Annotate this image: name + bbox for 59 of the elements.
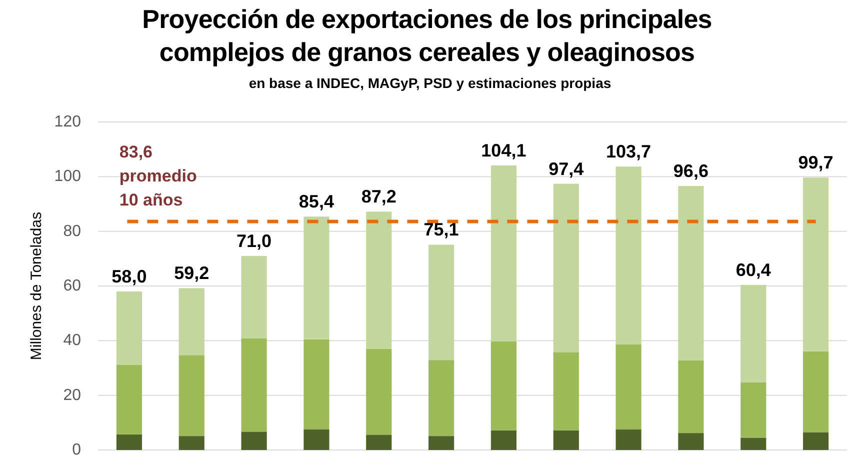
bar [740,284,766,382]
total-label: 75,1 [424,220,459,240]
y-axis-title: Millones de Toneladas [28,212,44,360]
total-label: 60,4 [736,260,771,280]
total-label: 58,0 [112,266,147,286]
chart-subtitle: en base a INDEC, MAGyP, PSD y estimaciones propias [248,75,612,91]
bar [178,288,204,356]
bar [553,184,579,352]
bar [366,348,392,435]
bar [366,212,392,349]
bar [178,355,204,436]
bar [241,338,267,432]
total-label: 85,4 [298,192,334,212]
y-tick-label: 120 [54,114,82,130]
bar [366,434,392,450]
chart-title: Proyección de exportaciones de los principales complejos de granos cereales y oleaginosos [142,4,712,67]
y-tick-label: 40 [63,332,82,350]
y-tick-label: 100 [54,168,82,186]
bar [490,165,517,342]
bar [490,430,517,450]
total-label: 103,7 [606,142,652,162]
bar [740,438,766,450]
bar [428,436,454,450]
bar [304,216,330,340]
bar [241,432,267,450]
bar [802,177,829,352]
total-label: 99,7 [798,152,834,172]
bar [428,360,454,436]
bar [678,360,704,434]
bar [178,436,204,450]
y-tick-label: 0 [72,442,82,458]
bar [428,244,454,360]
bar [490,341,517,430]
bar [616,166,642,344]
bar [116,291,142,365]
bar [304,339,330,430]
y-tick-label: 60 [63,278,82,294]
bar [678,186,704,360]
bar [116,434,142,450]
bar [616,344,642,430]
total-label: 96,6 [673,160,708,181]
total-label: 87,2 [361,186,396,207]
bar [802,351,829,432]
bar [678,433,704,450]
total-label: 71,0 [236,230,272,251]
bar [241,256,267,338]
y-tick-label: 20 [63,386,82,404]
bar [802,432,829,450]
bar [616,429,642,450]
bar [304,429,330,450]
bar [116,364,142,434]
y-tick-label: 80 [63,222,82,240]
bar [553,352,579,430]
bar [553,430,579,450]
total-label: 59,2 [174,263,210,284]
total-label: 104,1 [481,140,526,160]
bar [740,382,766,438]
total-label: 97,4 [548,158,584,179]
ref-line-label: 83,6 promedio 10 años [119,142,197,209]
